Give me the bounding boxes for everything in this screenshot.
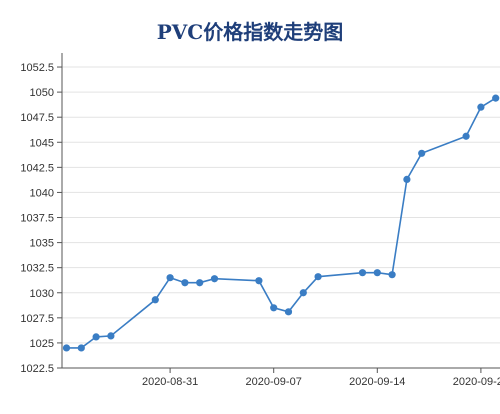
data-point bbox=[107, 332, 115, 340]
series-line bbox=[66, 97, 497, 349]
y-tick-label: 1022.5 bbox=[20, 363, 54, 375]
data-point bbox=[477, 103, 485, 111]
data-point bbox=[255, 277, 263, 285]
y-tick-label: 1025 bbox=[30, 338, 54, 350]
data-point bbox=[166, 274, 174, 282]
x-tick-label: 2020-08-31 bbox=[142, 376, 198, 388]
y-tick-label: 1030 bbox=[30, 288, 54, 300]
axis-layer: 1022.5 1025 1027.5 1030 1032.5 1035 1037.5 1040… bbox=[20, 53, 500, 388]
y-tick-label: 1037.5 bbox=[20, 213, 54, 225]
data-point bbox=[299, 289, 307, 297]
y-tick-label: 1047.5 bbox=[20, 112, 54, 124]
points-layer bbox=[62, 94, 500, 352]
y-tick-label: 1052.5 bbox=[20, 62, 54, 74]
series-layer bbox=[66, 97, 497, 349]
data-point bbox=[358, 269, 367, 277]
x-tick-label: 2020-09-14 bbox=[349, 376, 405, 388]
data-point bbox=[181, 279, 189, 287]
data-point bbox=[462, 132, 470, 140]
y-tick-label: 1040 bbox=[30, 187, 54, 199]
y-tick-label: 1045 bbox=[30, 137, 54, 149]
y-tick-label: 1050 bbox=[30, 87, 54, 99]
data-point bbox=[403, 175, 411, 183]
x-tick-label: 2020-09-07 bbox=[246, 376, 302, 388]
data-point bbox=[418, 149, 426, 157]
y-tick-label: 1027.5 bbox=[20, 313, 54, 325]
y-tick-label: 1032.5 bbox=[20, 263, 54, 275]
data-point bbox=[314, 273, 322, 281]
data-point bbox=[92, 333, 100, 341]
data-point bbox=[388, 271, 396, 279]
data-point bbox=[151, 296, 159, 304]
x-tick-label: 2020-09-21 bbox=[453, 376, 500, 388]
chart-title: PVC价格指数走势图 bbox=[156, 20, 344, 44]
data-point bbox=[77, 344, 85, 352]
data-point bbox=[373, 269, 381, 277]
data-point bbox=[270, 304, 278, 312]
data-point bbox=[196, 279, 204, 287]
data-point bbox=[284, 308, 293, 316]
grid-layer bbox=[62, 66, 500, 344]
data-point bbox=[210, 275, 219, 283]
y-tick-label: 1042.5 bbox=[20, 162, 54, 174]
data-point bbox=[492, 94, 500, 102]
data-point bbox=[62, 344, 71, 352]
y-tick-label: 1035 bbox=[30, 238, 54, 250]
